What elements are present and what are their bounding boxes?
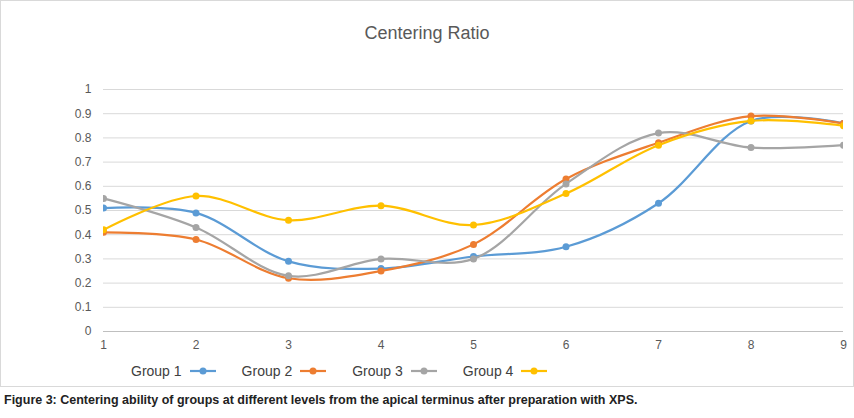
svg-text:1: 1 <box>100 338 107 352</box>
svg-text:0.5: 0.5 <box>75 203 92 217</box>
svg-text:0.2: 0.2 <box>75 276 92 290</box>
svg-text:5: 5 <box>470 338 477 352</box>
svg-text:4: 4 <box>378 338 385 352</box>
svg-text:0.6: 0.6 <box>75 179 92 193</box>
html-text:Group 2: Group 2 <box>241 363 293 379</box>
svg-text:0.7: 0.7 <box>75 155 92 169</box>
svg-text:0.9: 0.9 <box>75 107 92 121</box>
svg-text:1: 1 <box>85 82 92 96</box>
svg-text:3: 3 <box>285 338 292 352</box>
html-text:Group 3: Group 3 <box>352 363 403 379</box>
svg-text:0.3: 0.3 <box>75 252 92 266</box>
svg-text:8: 8 <box>748 338 755 352</box>
svg-text:2: 2 <box>193 338 200 352</box>
svg-text:0.1: 0.1 <box>75 300 92 314</box>
svg-text:0.4: 0.4 <box>75 228 92 242</box>
html-text:Figure 3: Centering ability of: Figure 3: Centering ability of groups at… <box>4 393 638 407</box>
svg-text:0: 0 <box>85 324 92 338</box>
svg-text:9: 9 <box>840 338 847 352</box>
svg-text:7: 7 <box>655 338 662 352</box>
svg-text:6: 6 <box>563 338 570 352</box>
html-text:Group 4: Group 4 <box>462 363 514 379</box>
svg-text:0.8: 0.8 <box>75 131 92 145</box>
html-text:Group 1: Group 1 <box>131 363 182 379</box>
html-text:Centering Ratio: Centering Ratio <box>364 23 490 43</box>
